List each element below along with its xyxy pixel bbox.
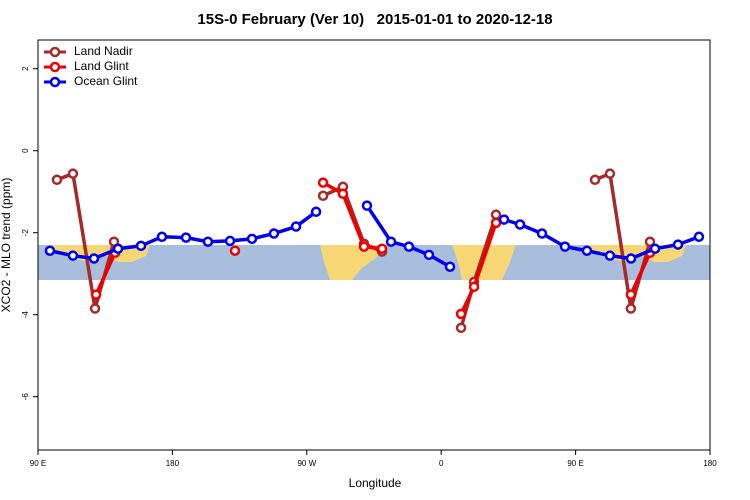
x-tick-label: 90 E: [30, 459, 46, 468]
data-point: [625, 289, 637, 300]
data-point: [536, 228, 548, 239]
x-tick-label: 180: [166, 459, 180, 468]
data-point: [317, 190, 329, 202]
map-strip: [38, 245, 710, 280]
legend-swatch-point: [49, 46, 61, 58]
series-line: [94, 181, 652, 315]
x-axis-label: Longitude: [349, 476, 402, 490]
data-point: [490, 209, 502, 220]
data-point: [403, 241, 415, 252]
data-point: [490, 217, 502, 229]
data-point: [604, 168, 616, 179]
chart-title: 15S-0 February (Ver 10) 2015-01-01 to 20…: [197, 11, 552, 28]
data-point: [361, 200, 373, 211]
x-tick-label: 180: [703, 459, 717, 468]
data-point: [498, 214, 510, 225]
data-point: [156, 231, 168, 243]
data-point: [180, 232, 192, 243]
data-point: [649, 243, 661, 254]
data-point: [514, 219, 526, 230]
data-point: [376, 243, 388, 254]
data-point: [625, 253, 637, 264]
data-point: [385, 236, 397, 247]
data-point: [310, 206, 322, 218]
data-point: [423, 249, 435, 261]
data-point: [89, 303, 101, 314]
data-point: [337, 188, 349, 199]
x-tick-label: 90 W: [297, 459, 316, 468]
data-point: [317, 177, 329, 188]
y-tick-label: -6: [21, 393, 30, 401]
data-point: [581, 245, 593, 256]
legend-label: Land Glint: [74, 59, 129, 73]
land: [320, 245, 386, 280]
data-point: [202, 236, 214, 247]
data-point: [604, 250, 616, 261]
data-point: [224, 235, 236, 247]
legend-swatch-point: [49, 76, 61, 88]
data-point: [358, 241, 370, 252]
data-point: [468, 281, 480, 293]
data-point: [693, 231, 705, 243]
x-tick-label: 0: [439, 459, 444, 468]
data-point: [444, 261, 456, 272]
legend-label: Land Nadir: [74, 44, 133, 58]
data-point: [67, 250, 79, 261]
x-tick-label: 90 E: [567, 459, 583, 468]
y-tick-label: -2: [21, 229, 30, 237]
data-point: [672, 239, 684, 250]
data-point: [51, 174, 63, 186]
y-tick-label: -4: [21, 311, 30, 319]
data-point: [229, 245, 241, 256]
data-point: [112, 243, 124, 254]
y-tick-label: 0: [21, 148, 30, 153]
data-point: [135, 240, 147, 252]
data-point: [246, 233, 258, 245]
data-point: [455, 322, 467, 334]
data-point: [589, 174, 601, 186]
data-point: [625, 303, 637, 314]
y-axis-label: XCO2 - MLO trend (ppm): [0, 178, 13, 313]
data-point: [67, 168, 79, 179]
data-point: [559, 241, 571, 252]
data-point: [44, 245, 56, 256]
data-point: [268, 228, 280, 239]
data-point: [88, 253, 100, 264]
data-point: [290, 221, 302, 232]
legend-swatch-point: [49, 61, 61, 73]
series-line: [56, 171, 652, 329]
y-tick-label: 2: [21, 66, 30, 71]
data-point: [90, 289, 102, 300]
plot-frame: [37, 39, 711, 451]
data-point: [455, 308, 467, 320]
legend-label: Ocean Glint: [74, 74, 138, 88]
data-point: [644, 236, 656, 247]
